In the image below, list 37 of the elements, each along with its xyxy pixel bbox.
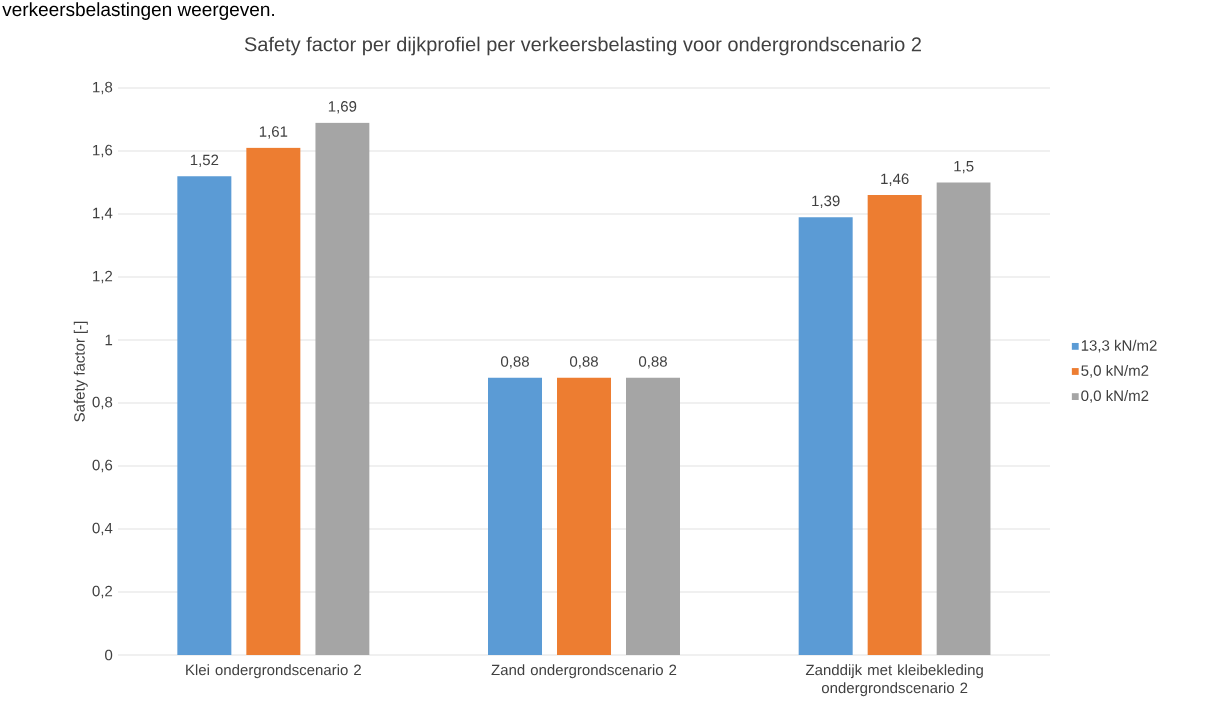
data-label: 0,88 <box>569 356 598 369</box>
bar <box>488 377 543 655</box>
y-tick-label: 0,2 <box>92 585 113 599</box>
data-label: 0,88 <box>500 356 529 369</box>
bar <box>936 182 991 655</box>
y-tick-label: 1 <box>105 334 113 346</box>
data-label: 1,5 <box>954 161 974 174</box>
legend-label: 5,0 kN/m2 <box>1081 364 1149 378</box>
bar <box>246 147 301 655</box>
y-tick-label: 0,8 <box>92 396 113 410</box>
y-tick-label: 1,6 <box>93 144 113 158</box>
legend-label: 0,0 kN/m2 <box>1081 390 1149 403</box>
data-label: 1,69 <box>328 101 357 114</box>
x-tick-label: Zanddijk met kleibekleding ondergrondscenario 2 <box>805 664 983 697</box>
bar <box>315 122 370 655</box>
legend-label: 13,3 kN/m2 <box>1081 339 1157 353</box>
bar <box>867 195 922 655</box>
y-tick-label: 0 <box>105 649 113 661</box>
bar <box>626 377 680 655</box>
y-tick-label: 0,6 <box>92 459 113 473</box>
data-label: 1,61 <box>259 126 288 139</box>
y-axis-title: Safety factor [-] <box>73 321 88 422</box>
y-tick-label: 1,2 <box>93 270 113 284</box>
y-tick-label: 1,4 <box>93 207 113 221</box>
x-tick-label: Zand ondergrondscenario 2 <box>491 664 677 679</box>
data-label: 1,39 <box>812 195 840 208</box>
x-tick-label: Klei ondergrondscenario 2 <box>186 664 361 679</box>
text: verkeersbelastingen weergeven. <box>2 2 274 20</box>
y-tick-label: 1,8 <box>93 81 113 95</box>
bar <box>177 176 232 655</box>
data-label: 1,52 <box>190 154 219 167</box>
data-label: 0,88 <box>638 356 667 369</box>
data-label: 1,46 <box>881 173 909 186</box>
y-tick-label: 0,4 <box>92 522 113 536</box>
chart-title: Safety factor per dijkprofiel per verkeersbelasting voor ondergrondscenario 2 <box>244 36 921 56</box>
bar <box>557 377 612 655</box>
bar <box>798 217 853 655</box>
